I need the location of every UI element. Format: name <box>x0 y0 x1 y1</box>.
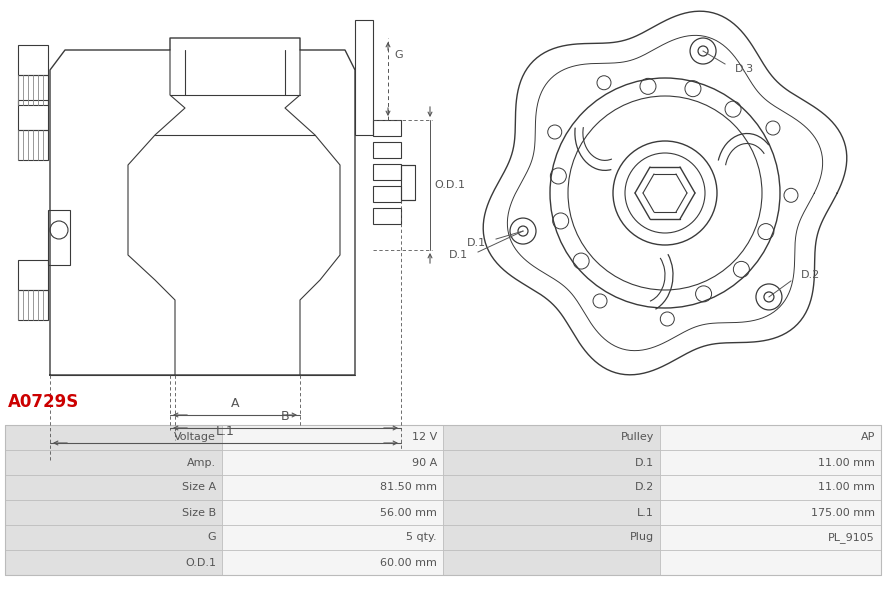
Bar <box>443 525 660 550</box>
Text: 12 V: 12 V <box>412 433 437 442</box>
Text: AP: AP <box>861 433 875 442</box>
Bar <box>5 475 222 500</box>
Bar <box>660 525 881 550</box>
Bar <box>660 450 881 475</box>
Text: Amp.: Amp. <box>187 458 216 467</box>
Bar <box>660 550 881 575</box>
Bar <box>660 425 881 450</box>
Bar <box>18 290 48 320</box>
Bar <box>5 425 222 450</box>
Text: D.1: D.1 <box>467 238 486 248</box>
Bar <box>373 164 401 180</box>
Text: Voltage: Voltage <box>174 433 216 442</box>
Bar <box>355 20 373 135</box>
Text: 56.00 mm: 56.00 mm <box>380 508 437 517</box>
Text: D.3: D.3 <box>735 64 754 74</box>
Text: 11.00 mm: 11.00 mm <box>818 483 875 492</box>
Bar <box>48 210 70 265</box>
Bar <box>660 500 881 525</box>
Text: 60.00 mm: 60.00 mm <box>380 557 437 567</box>
Text: 175.00 mm: 175.00 mm <box>811 508 875 517</box>
Bar <box>443 450 660 475</box>
Bar <box>443 475 660 500</box>
Bar <box>660 475 881 500</box>
Bar <box>373 186 401 202</box>
Bar <box>443 425 660 450</box>
Bar <box>222 500 443 525</box>
Text: PL_9105: PL_9105 <box>829 532 875 543</box>
Bar <box>5 450 222 475</box>
Text: D.1: D.1 <box>635 458 654 467</box>
Text: Plug: Plug <box>630 532 654 542</box>
Text: B: B <box>281 410 289 423</box>
Text: D.2: D.2 <box>801 270 821 280</box>
Bar <box>222 425 443 450</box>
Bar <box>5 525 222 550</box>
Text: D.1: D.1 <box>449 250 468 260</box>
Text: Size A: Size A <box>182 483 216 492</box>
Bar <box>401 165 415 200</box>
Text: A0729S: A0729S <box>8 393 79 411</box>
Text: D.2: D.2 <box>635 483 654 492</box>
Text: O.D.1: O.D.1 <box>434 180 465 190</box>
Bar <box>5 425 881 575</box>
Text: L.1: L.1 <box>215 425 235 438</box>
Text: 81.50 mm: 81.50 mm <box>380 483 437 492</box>
Text: G: G <box>394 50 403 60</box>
Bar <box>5 550 222 575</box>
Bar <box>18 260 48 290</box>
Bar <box>5 500 222 525</box>
Bar <box>443 550 660 575</box>
Bar <box>443 500 660 525</box>
Text: A: A <box>231 397 239 410</box>
Text: 11.00 mm: 11.00 mm <box>818 458 875 467</box>
Text: 90 A: 90 A <box>412 458 437 467</box>
Bar <box>18 100 48 130</box>
Bar <box>373 120 401 136</box>
Text: O.D.1: O.D.1 <box>185 557 216 567</box>
Text: Pulley: Pulley <box>621 433 654 442</box>
Bar <box>222 450 443 475</box>
Text: 5 qty.: 5 qty. <box>406 532 437 542</box>
Bar <box>222 525 443 550</box>
Bar <box>373 142 401 158</box>
Bar <box>18 130 48 160</box>
Bar <box>222 475 443 500</box>
Text: G: G <box>207 532 216 542</box>
Text: L.1: L.1 <box>637 508 654 517</box>
Text: Size B: Size B <box>182 508 216 517</box>
Bar <box>222 550 443 575</box>
Bar <box>18 75 48 105</box>
Bar <box>373 208 401 224</box>
Bar <box>18 45 48 75</box>
